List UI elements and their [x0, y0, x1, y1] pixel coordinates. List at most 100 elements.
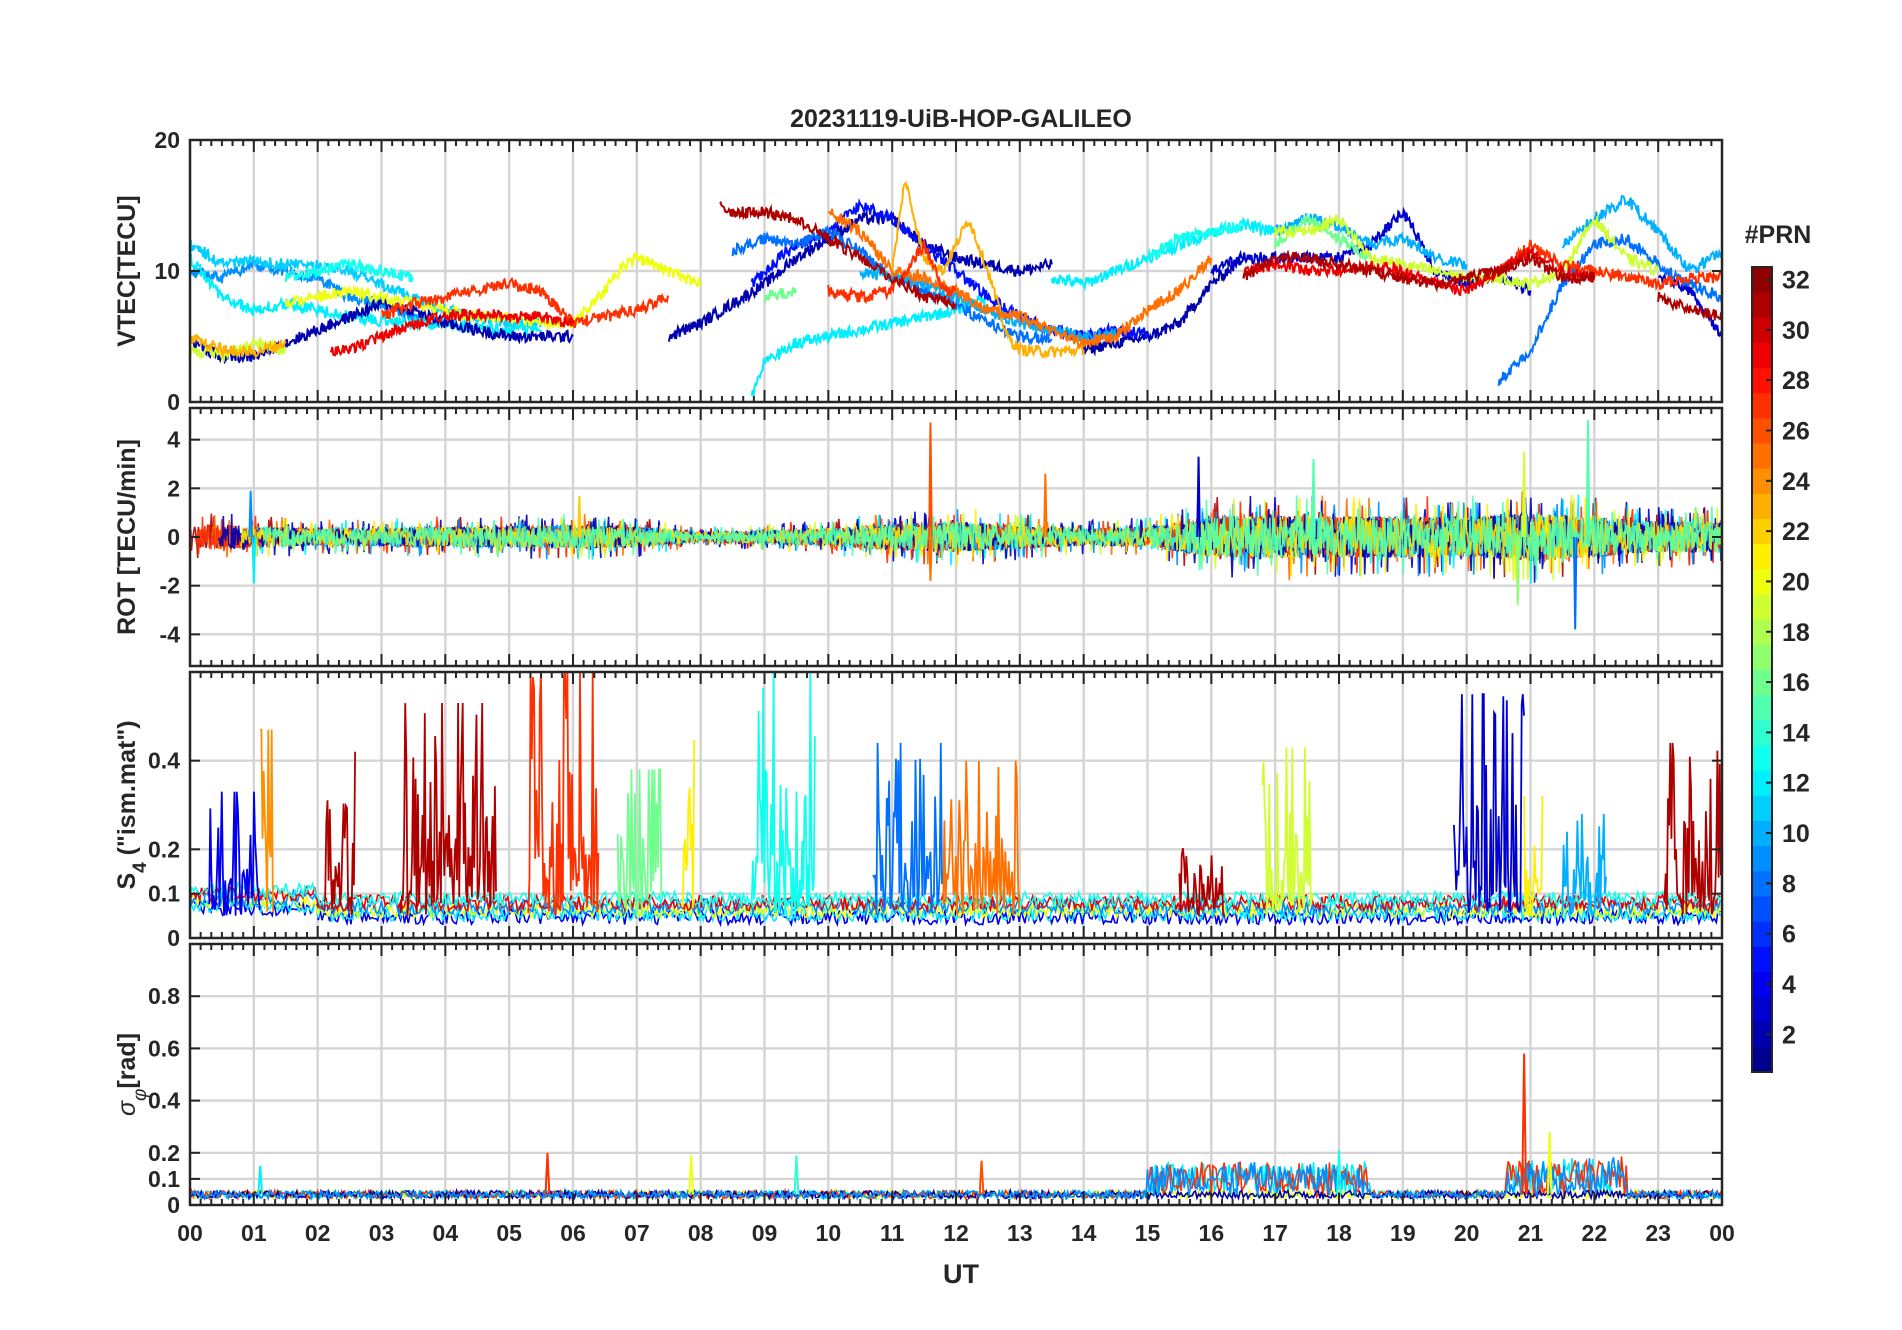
y-tick-label: 4 [167, 427, 180, 453]
colorbar-frame [1751, 266, 1773, 1073]
rot-spike [1043, 473, 1048, 538]
colorbar-level [1752, 820, 1772, 847]
s4-burst-prn-21 [680, 739, 696, 909]
s4-burst-prn-24 [260, 728, 274, 913]
colorbar-level [1752, 744, 1772, 771]
colorbar-tick-label: 22 [1782, 518, 1810, 546]
colorbar-tick-label: 8 [1782, 870, 1796, 898]
s4-burst-prn-3 [1453, 693, 1525, 914]
vtec-series-prn-10 [1274, 213, 1468, 270]
colorbar-tick-label: 12 [1782, 770, 1810, 798]
grid-sigma_phi [190, 944, 1722, 1205]
y-tick-label: 0.1 [148, 881, 180, 907]
vtec-series-prn-23 [190, 333, 287, 360]
s4-burst-prn-8 [872, 742, 944, 916]
rot-spike [251, 536, 257, 584]
vtec-series-prn-31 [1657, 291, 1722, 321]
x-tick-label: 13 [1007, 1220, 1033, 1246]
colorbar-level [1752, 971, 1772, 998]
colorbar-level [1752, 594, 1772, 620]
x-tick-label: 03 [369, 1220, 395, 1246]
vtec-series-prn-31 [1242, 249, 1596, 293]
colorbar-level [1752, 996, 1772, 1023]
vtec-series-prn-16 [763, 287, 798, 304]
colorbar-level [1752, 845, 1772, 872]
x-tickmarks-sigma_phi [189, 944, 1723, 1205]
vtec-series-prn-29 [1242, 247, 1596, 297]
x-tick-label: 20 [1454, 1220, 1480, 1246]
rot-spike [577, 495, 582, 538]
x-tick-label: 04 [433, 1220, 459, 1246]
panel-s4: 00.10.20.4S4 ("ism.mat") [113, 670, 1724, 951]
colorbar-tick-label: 26 [1782, 418, 1810, 446]
x-axis-label: UT [943, 1259, 979, 1289]
sigma-spike [544, 1152, 551, 1195]
colorbar-level [1752, 493, 1772, 520]
vtec-series-prn-27 [380, 276, 670, 329]
colorbar-level [1752, 619, 1772, 645]
colorbar-level [1752, 694, 1772, 721]
colorbar-level [1752, 292, 1772, 318]
data-vtec [190, 180, 1722, 396]
colorbar-tick-label: 32 [1782, 267, 1810, 295]
x-tick-labels: 00 01 02 03 04 05 06 07 08 09 10 11 12 13 14 15 16 17 18 19… [177, 1220, 1735, 1246]
s4-burst-prn-4 [208, 791, 261, 916]
vtec-series-prn-8 [1497, 233, 1722, 387]
colorbar-level [1752, 1046, 1772, 1073]
vtec-series-prn-12 [190, 253, 542, 340]
y-tick-label: 0 [167, 389, 180, 415]
colorbar-level [1752, 468, 1772, 494]
sigma-spike [257, 1165, 264, 1195]
x-tick-label: 22 [1582, 1220, 1608, 1246]
s4-baseline-prn-13 [190, 880, 1721, 910]
x-tick-label: 06 [560, 1220, 586, 1246]
s4-burst-prn-31 [1178, 848, 1224, 918]
colorbar-level [1752, 921, 1772, 947]
colorbar-tick-label: 10 [1782, 820, 1810, 848]
vtec-series-prn-12 [750, 293, 989, 396]
y-tick-label: -2 [160, 573, 180, 599]
vtec-series-prn-2 [667, 209, 1053, 342]
rot-spike [1572, 536, 1578, 630]
y-tick-label: 0.2 [148, 836, 180, 862]
y-tick-label: 0 [167, 524, 180, 550]
y-tick-label: 2 [167, 475, 180, 501]
y-tick-label: 10 [154, 258, 180, 284]
x-tick-label: 18 [1326, 1220, 1352, 1246]
rot-spike [1196, 456, 1201, 538]
x-tick-label: 07 [624, 1220, 650, 1246]
rot-spike [928, 536, 933, 581]
s4-burst-prn-31 [1663, 742, 1722, 915]
colorbar-level [1752, 392, 1772, 419]
rot-spike [1585, 420, 1591, 538]
x-tick-label: 05 [496, 1220, 522, 1246]
colorbar-level [1752, 946, 1772, 972]
x-tick-label: 12 [943, 1220, 969, 1246]
s4-burst-prn-31 [399, 702, 497, 916]
colorbar-tick-label: 16 [1782, 669, 1810, 697]
sigma-spike [1521, 1053, 1528, 1195]
colorbar-level [1752, 870, 1772, 897]
y-tick-label: 0.2 [148, 1140, 180, 1166]
colorbar-level [1752, 669, 1772, 696]
s4-burst-prn-10 [1561, 813, 1607, 918]
x-tick-label: 02 [305, 1220, 331, 1246]
y-tick-label: 0.4 [148, 1088, 180, 1114]
colorbar-tick-label: 28 [1782, 367, 1810, 395]
x-tickmarks-s4 [189, 672, 1723, 938]
vtec-series-prn-31 [719, 200, 957, 311]
x-tick-label: 08 [688, 1220, 714, 1246]
y-tick-label: 20 [154, 127, 180, 153]
rot-spike [1311, 459, 1316, 538]
x-tickmarks-rot [189, 408, 1723, 666]
y-tick-label: 0.6 [148, 1035, 180, 1061]
x-tick-label: 00 [1709, 1220, 1735, 1246]
rot-series-prn-15 [262, 495, 1722, 581]
rot-spike [248, 490, 253, 538]
colorbar-level [1752, 1021, 1772, 1048]
vtec-series-prn-2 [1082, 256, 1245, 357]
vtec-series-prn-29 [329, 308, 574, 357]
sigma-spike [793, 1155, 800, 1195]
